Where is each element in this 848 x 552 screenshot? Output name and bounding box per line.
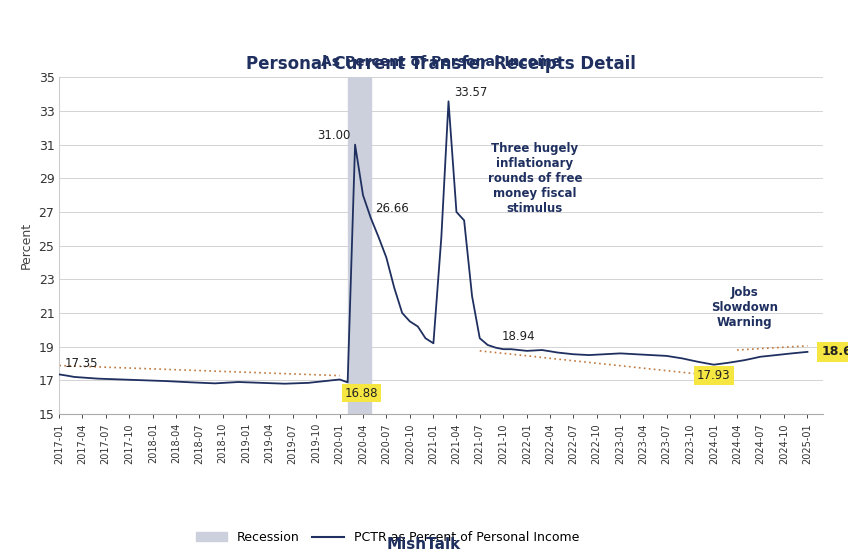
Text: 31.00: 31.00 (317, 129, 351, 142)
Text: Jobs
Slowdown
Warning: Jobs Slowdown Warning (711, 286, 778, 330)
Text: Three hugely
inflationary
rounds of free
money fiscal
stimulus: Three hugely inflationary rounds of free… (488, 142, 582, 215)
Bar (348, 77, 371, 414)
Text: 18.94: 18.94 (501, 331, 535, 343)
Text: 26.66: 26.66 (375, 202, 409, 215)
Text: 16.88: 16.88 (345, 386, 378, 400)
Title: Personal Current Transfer Receipts Detail: Personal Current Transfer Receipts Detai… (246, 55, 636, 73)
Text: MishTalk: MishTalk (387, 537, 461, 552)
Text: 17.35: 17.35 (65, 357, 98, 370)
Text: 18.69: 18.69 (821, 346, 848, 358)
Text: 33.57: 33.57 (454, 86, 488, 99)
Y-axis label: Percent: Percent (20, 222, 33, 269)
Legend: Recession, PCTR as Percent of Personal Income: Recession, PCTR as Percent of Personal I… (191, 526, 584, 549)
Text: As Percent of Personal Income: As Percent of Personal Income (321, 55, 561, 69)
Text: 17.93: 17.93 (697, 369, 731, 382)
